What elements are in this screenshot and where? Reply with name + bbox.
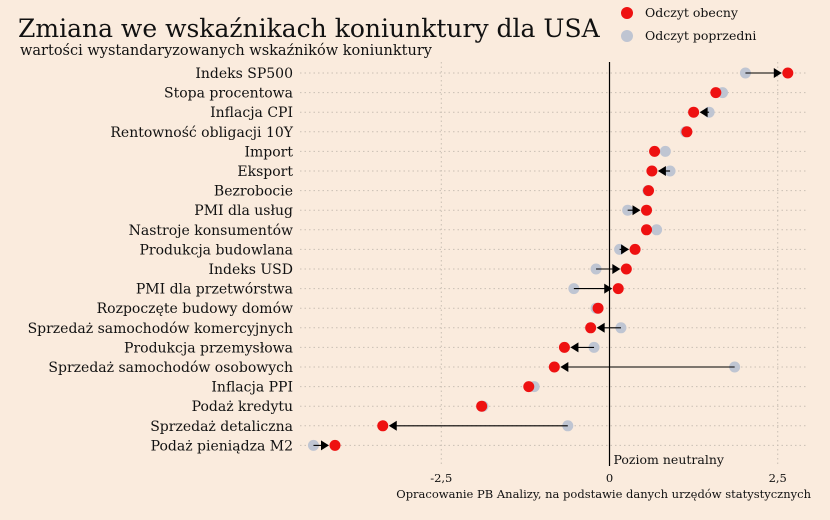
change-arrowhead bbox=[570, 342, 579, 353]
change-arrowhead bbox=[773, 68, 782, 78]
category-row: Indeks SP500 bbox=[195, 66, 794, 82]
category-label: Inflacja CPI bbox=[210, 105, 293, 121]
category-label: Podaż pieniądza M2 bbox=[151, 438, 293, 454]
current-value-point bbox=[710, 87, 722, 99]
current-value-point bbox=[620, 263, 632, 275]
current-value-point bbox=[558, 341, 570, 353]
legend-marker-current bbox=[621, 7, 633, 19]
category-row: PMI dla usług bbox=[194, 203, 653, 219]
data-rows: Indeks SP500 Stopa procentowa Inflacja CPI… bbox=[28, 66, 794, 454]
previous-value-point bbox=[651, 224, 663, 236]
category-label: Podaż kredytu bbox=[192, 399, 293, 415]
category-row: Rozpoczęte budowy domów bbox=[97, 301, 604, 317]
category-label: Inflacja PPI bbox=[211, 380, 293, 396]
x-axis-ticks: -2,5 0 2,5 bbox=[430, 471, 787, 485]
category-row: Produkcja przemysłowa bbox=[124, 340, 600, 356]
category-row: Stopa procentowa bbox=[164, 86, 729, 102]
category-label: Import bbox=[244, 144, 293, 160]
category-row: Indeks USD bbox=[208, 262, 632, 278]
change-arrowhead bbox=[632, 205, 641, 216]
category-row: Sprzedaż samochodów osobowych bbox=[48, 360, 741, 376]
legend: Odczyt obecny Odczyt poprzedni bbox=[621, 5, 756, 43]
source-note: Opracowanie PB Analizy, na podstawie dan… bbox=[396, 487, 811, 501]
legend-marker-previous bbox=[621, 30, 633, 42]
legend-label-current: Odczyt obecny bbox=[645, 5, 739, 20]
change-arrowhead bbox=[604, 283, 613, 294]
category-label: Rentowność obligacji 10Y bbox=[110, 125, 293, 141]
current-value-point bbox=[548, 361, 560, 373]
category-row: Import bbox=[244, 144, 671, 160]
current-value-point bbox=[329, 439, 341, 451]
category-row: Sprzedaż detaliczna bbox=[150, 419, 574, 435]
change-arrowhead bbox=[320, 440, 329, 451]
previous-value-point bbox=[659, 145, 671, 157]
current-value-point bbox=[782, 67, 794, 79]
category-label: Rozpoczęte budowy domów bbox=[97, 301, 293, 317]
category-label: PMI dla przetwórstwa bbox=[136, 282, 293, 298]
change-arrowhead bbox=[560, 362, 569, 372]
category-label: Indeks USD bbox=[208, 262, 293, 278]
category-label: Produkcja budowlana bbox=[139, 242, 293, 258]
category-label: PMI dla usług bbox=[194, 203, 293, 219]
current-value-point bbox=[612, 283, 624, 295]
category-row: Eksport bbox=[237, 164, 676, 180]
current-value-point bbox=[641, 224, 653, 236]
category-row: Sprzedaż samochodów komercyjnych bbox=[28, 321, 627, 337]
current-value-point bbox=[377, 420, 389, 432]
change-arrowhead bbox=[621, 244, 630, 255]
category-label: Sprzedaż samochodów osobowych bbox=[48, 360, 293, 376]
current-value-point bbox=[646, 165, 658, 177]
current-value-point bbox=[523, 381, 535, 393]
category-row: PMI dla przetwórstwa bbox=[136, 282, 624, 298]
x-tick-label: -2,5 bbox=[430, 471, 452, 485]
category-label: Indeks SP500 bbox=[195, 66, 293, 82]
change-arrowhead bbox=[657, 166, 666, 176]
current-value-point bbox=[643, 185, 655, 197]
change-arrowhead bbox=[388, 420, 397, 431]
chart-subtitle: wartości wystandaryzowanych wskaźników k… bbox=[20, 43, 433, 59]
current-value-point bbox=[649, 145, 661, 157]
current-value-point bbox=[592, 302, 604, 314]
x-tick-label: 2,5 bbox=[769, 471, 787, 485]
category-label: Sprzedaż detaliczna bbox=[150, 419, 293, 435]
chart-title: Zmiana we wskaźnikach koniunktury dla US… bbox=[18, 14, 601, 43]
category-row: Podaż kredytu bbox=[192, 399, 489, 415]
category-row: Inflacja CPI bbox=[210, 105, 715, 121]
current-value-point bbox=[585, 322, 597, 334]
category-row: Rentowność obligacji 10Y bbox=[110, 125, 693, 141]
change-arrowhead bbox=[596, 322, 605, 333]
category-row: Nastroje konsumentów bbox=[129, 223, 663, 239]
change-arrowhead bbox=[612, 264, 621, 274]
category-row: Inflacja PPI bbox=[211, 380, 540, 396]
category-label: Eksport bbox=[237, 164, 293, 180]
category-label: Stopa procentowa bbox=[164, 86, 293, 102]
current-value-point bbox=[641, 204, 653, 216]
current-value-point bbox=[476, 400, 488, 412]
category-row: Podaż pieniądza M2 bbox=[151, 438, 341, 454]
change-arrowhead bbox=[699, 107, 708, 118]
category-row: Produkcja budowlana bbox=[139, 242, 641, 258]
category-label: Bezrobocie bbox=[214, 184, 293, 200]
current-value-point bbox=[688, 106, 700, 118]
current-value-point bbox=[681, 126, 693, 138]
x-tick-label: 0 bbox=[606, 471, 613, 485]
neutral-level-label: Poziom neutralny bbox=[614, 452, 725, 467]
category-label: Sprzedaż samochodów komercyjnych bbox=[28, 321, 293, 337]
legend-label-previous: Odczyt poprzedni bbox=[645, 28, 756, 43]
category-label: Produkcja przemysłowa bbox=[124, 340, 293, 356]
category-label: Nastroje konsumentów bbox=[129, 223, 293, 239]
category-row: Bezrobocie bbox=[214, 184, 655, 200]
grid bbox=[300, 62, 808, 466]
current-value-point bbox=[629, 243, 641, 255]
